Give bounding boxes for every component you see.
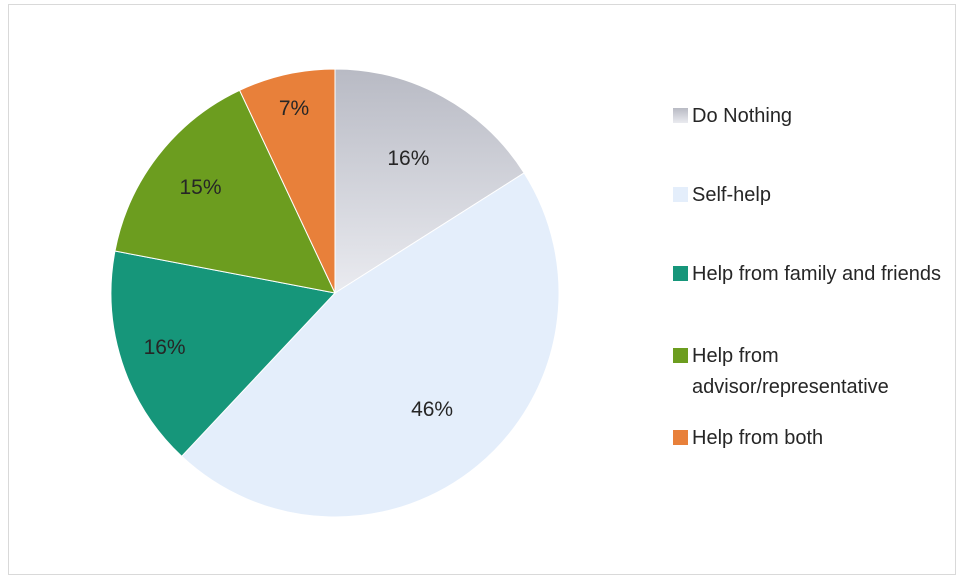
legend-item-do-nothing: Do Nothing [673, 101, 958, 132]
chart-area: 16% 46% 16% 15% 7% Do Nothing Self-help Help… [8, 4, 956, 575]
legend-label-do-nothing: Do Nothing [692, 105, 793, 127]
legend-item-family-friends: Help from family and friends [673, 259, 958, 290]
legend-item-help-both: Help from both [673, 423, 958, 454]
data-label-help-from-both: 7% [279, 97, 309, 120]
data-label-help-from-advisor-representative: 15% [179, 176, 221, 199]
legend-swatch-self-help [673, 187, 688, 202]
pie-slices [110, 68, 560, 518]
pie-slice-do-nothing [334, 68, 525, 294]
legend-swatch-help-both [673, 430, 688, 445]
pie-data-labels: 16% 46% 16% 15% 7% [144, 97, 454, 421]
pie-slice-help-from-family-and-friends [110, 250, 336, 457]
data-label-self-help: 46% [411, 398, 453, 421]
legend-swatch-family-friends [673, 266, 688, 281]
legend-item-self-help: Self-help [673, 180, 958, 211]
legend-item-advisor: Help from advisor/representative [673, 341, 958, 403]
pie-slice-self-help [180, 172, 560, 518]
legend-label-help-both: Help from both [692, 427, 824, 449]
legend-label-advisor: Help from advisor/representative [692, 345, 889, 398]
pie-slice-help-from-both [238, 68, 336, 294]
data-label-help-from-family-and-friends: 16% [144, 336, 186, 359]
data-label-do-nothing: 16% [387, 147, 429, 170]
legend-label-family-friends: Help from family and friends [692, 263, 941, 285]
pie-slice-help-from-advisor-representative [114, 89, 336, 294]
legend-label-self-help: Self-help [692, 184, 771, 206]
pie-chart: 16% 46% 16% 15% 7% [110, 68, 560, 518]
legend-swatch-do-nothing [673, 108, 688, 123]
legend-swatch-advisor [673, 348, 688, 363]
